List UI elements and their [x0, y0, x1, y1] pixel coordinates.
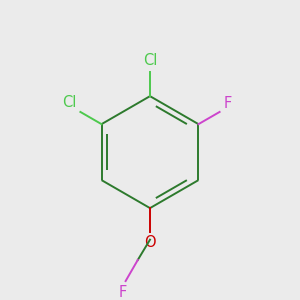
Text: Cl: Cl [62, 94, 77, 110]
Text: F: F [223, 95, 232, 110]
Text: Cl: Cl [143, 53, 157, 68]
Text: O: O [144, 235, 156, 250]
Text: F: F [118, 284, 127, 299]
